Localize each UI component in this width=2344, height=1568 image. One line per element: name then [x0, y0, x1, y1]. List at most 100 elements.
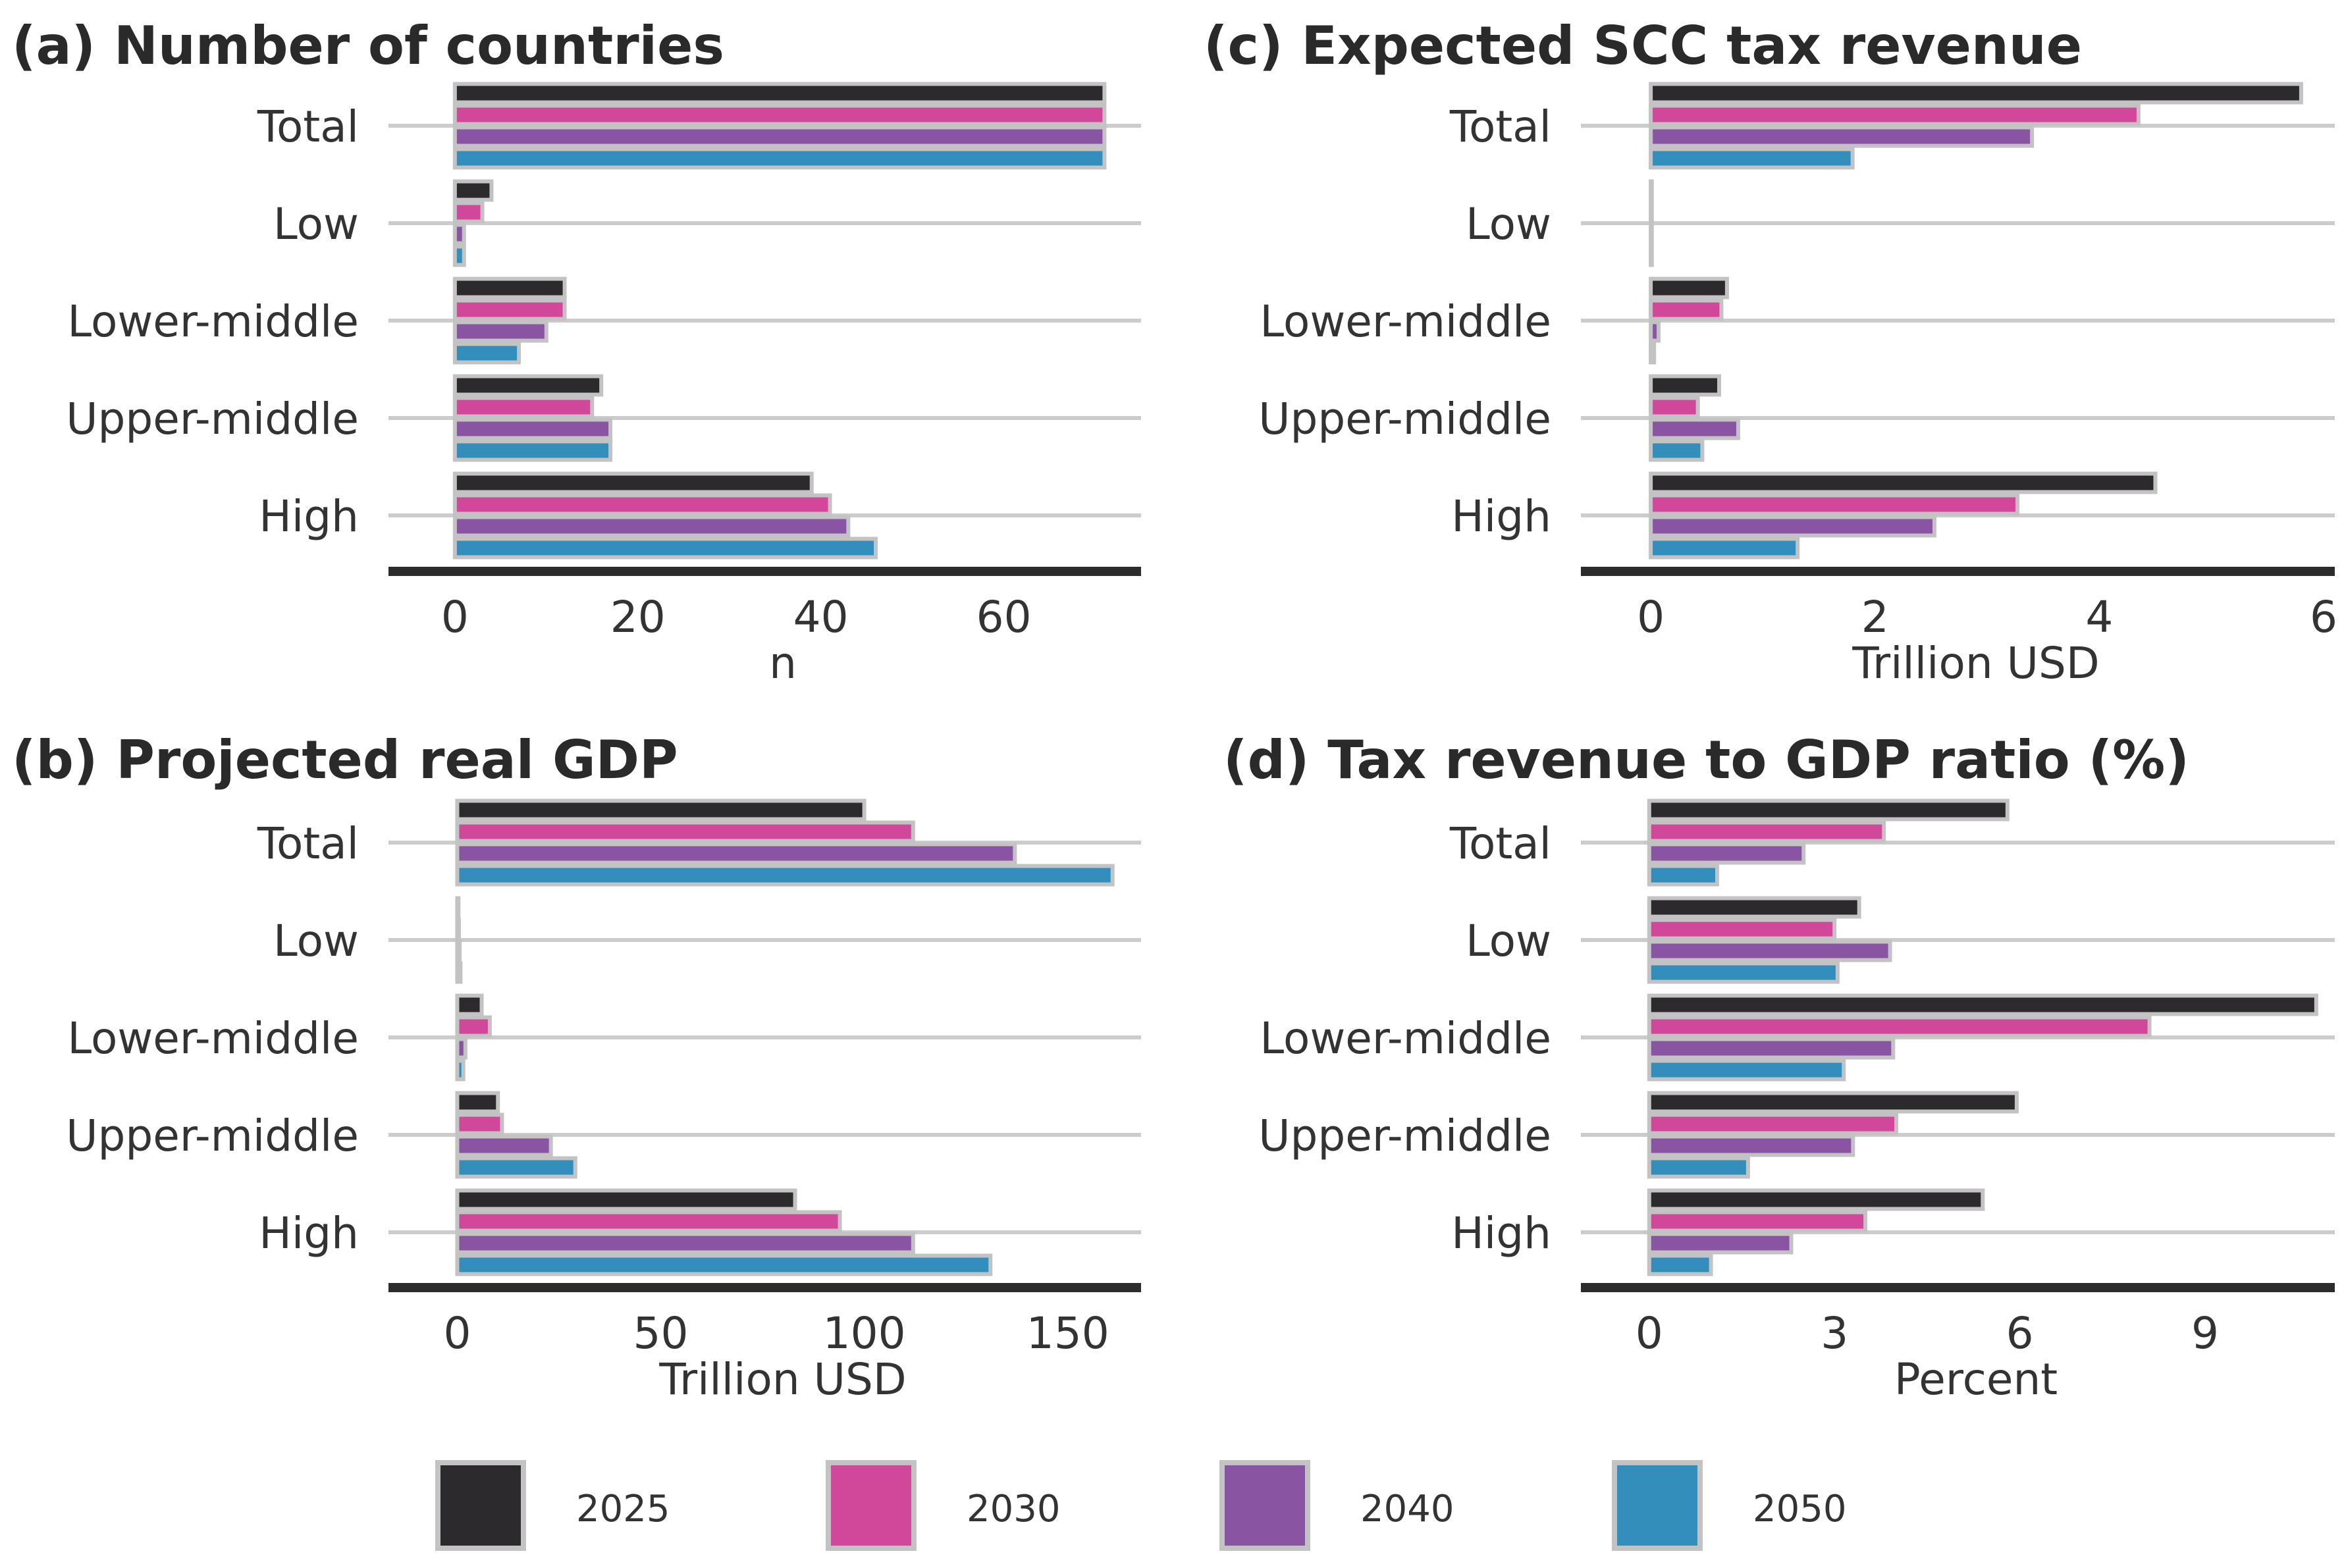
bar-2025 [1647, 896, 1861, 919]
legend: 2025 2030 2040 2050 [435, 1460, 1847, 1551]
bar-2030 [452, 298, 567, 321]
bar-2050 [1649, 342, 1657, 365]
bar-2025 [455, 1091, 500, 1114]
bar-2040 [452, 125, 1107, 148]
x-tick-label: 100 [823, 1308, 906, 1359]
category-label: Low [273, 916, 359, 966]
bar-2050 [1649, 536, 1800, 560]
bar-2040 [1647, 939, 1892, 962]
category-label: Lower-middle [1260, 1013, 1551, 1064]
bar-2025 [455, 896, 461, 919]
x-tick-label: 0 [1636, 1308, 1663, 1359]
bar-2030 [455, 1210, 842, 1233]
panel-b: (b) Projected real GDP Total Low Lower-midd… [12, 729, 1141, 1405]
bar-2030 [452, 103, 1107, 126]
bar-2040 [452, 417, 613, 440]
bar-2040 [1649, 320, 1661, 343]
x-tick-label: 3 [1821, 1308, 1848, 1359]
x-tick-label: 0 [1637, 592, 1665, 642]
legend-swatch [435, 1460, 526, 1551]
x-tick-label: 6 [2310, 592, 2337, 642]
bar-2050 [452, 439, 613, 462]
bar-2030 [1647, 1210, 1868, 1233]
bar-2025 [1649, 179, 1654, 202]
bar-2050 [455, 864, 1115, 887]
x-tick-label: 9 [2191, 1308, 2219, 1359]
bar-2050 [452, 342, 521, 365]
bar-2025 [455, 798, 866, 822]
x-axis-label: Trillion USD [1851, 638, 2099, 689]
bar-2040 [1649, 222, 1654, 246]
panel-a: (a) Number of countries Total Low Lower-mid… [12, 15, 1141, 689]
bar-2040 [1649, 417, 1740, 440]
bar-2030 [1647, 1112, 1898, 1136]
bar-2050 [452, 244, 466, 267]
bar-2030 [452, 493, 832, 516]
bar-2030 [1647, 820, 1886, 843]
legend-label: 2030 [967, 1488, 1061, 1530]
legend-label: 2040 [1360, 1488, 1454, 1530]
panel-title: (c) Expected SCC tax revenue [1204, 15, 2082, 76]
x-tick-label: 0 [443, 1308, 471, 1359]
bar-2050 [1647, 864, 1719, 887]
bar-2050 [452, 536, 878, 560]
bar-2030 [1649, 396, 1700, 419]
bar-2025 [452, 276, 567, 300]
legend-item-2025: 2025 [435, 1460, 670, 1551]
bar-2040 [1647, 842, 1806, 865]
panel-title: (a) Number of countries [12, 15, 724, 76]
bar-2040 [1647, 1134, 1855, 1157]
bar-2050 [1647, 961, 1840, 984]
x-tick-label: 2 [1861, 592, 1889, 642]
bar-2050 [1649, 439, 1705, 462]
x-tick-label: 150 [1026, 1308, 1109, 1359]
bar-2030 [1649, 103, 2141, 126]
legend-label: 2050 [1753, 1488, 1847, 1530]
bar-2030 [455, 918, 461, 941]
bar-2050 [452, 147, 1107, 170]
bar-2040 [455, 1134, 553, 1157]
panel-title: (b) Projected real GDP [12, 729, 678, 791]
bar-2040 [455, 1232, 915, 1255]
x-tick-label: 40 [793, 592, 849, 642]
bar-2030 [455, 820, 915, 843]
category-label: Lower-middle [67, 296, 359, 347]
category-label: Low [1466, 916, 1551, 966]
category-label: Total [1449, 101, 1551, 152]
bar-2025 [1649, 276, 1729, 300]
category-label: Lower-middle [67, 1013, 359, 1064]
category-label: Upper-middle [1258, 394, 1551, 444]
bar-2030 [455, 1015, 492, 1038]
category-label: Lower-middle [1260, 296, 1551, 347]
panel-title: (d) Tax revenue to GDP ratio (%) [1223, 729, 2189, 791]
x-tick-label: 20 [610, 592, 666, 642]
bar-2030 [1647, 1015, 2152, 1038]
bar-2025 [1647, 993, 2318, 1016]
bar-2025 [455, 1188, 797, 1211]
bar-2030 [1649, 201, 1654, 224]
bar-2030 [1649, 493, 2020, 516]
bar-2030 [452, 201, 485, 224]
category-label: Upper-middle [1258, 1111, 1551, 1161]
bar-2040 [455, 842, 1017, 865]
bar-2025 [1647, 798, 2010, 822]
category-label: High [1451, 1208, 1551, 1259]
bar-2025 [452, 471, 814, 494]
panel-c: (c) Expected SCC tax revenue Total Low Lowe… [1204, 15, 2337, 689]
legend-label: 2025 [576, 1488, 670, 1530]
category-label: Low [1466, 199, 1551, 249]
bar-2025 [455, 993, 484, 1016]
legend-swatch [1219, 1460, 1310, 1551]
x-tick-label: 4 [2085, 592, 2113, 642]
bar-2025 [1647, 1188, 1985, 1211]
x-axis-label: n [769, 638, 797, 689]
legend-item-2040: 2040 [1219, 1460, 1454, 1551]
chart-panels: (a) Number of countries Total Low Lower-mid… [12, 15, 2337, 1405]
bar-2040 [452, 320, 548, 343]
bar-2050 [455, 1058, 466, 1082]
bar-2050 [455, 1156, 577, 1179]
bar-2050 [1647, 1058, 1846, 1082]
category-label: High [259, 491, 359, 542]
bar-2050 [1649, 147, 1855, 170]
